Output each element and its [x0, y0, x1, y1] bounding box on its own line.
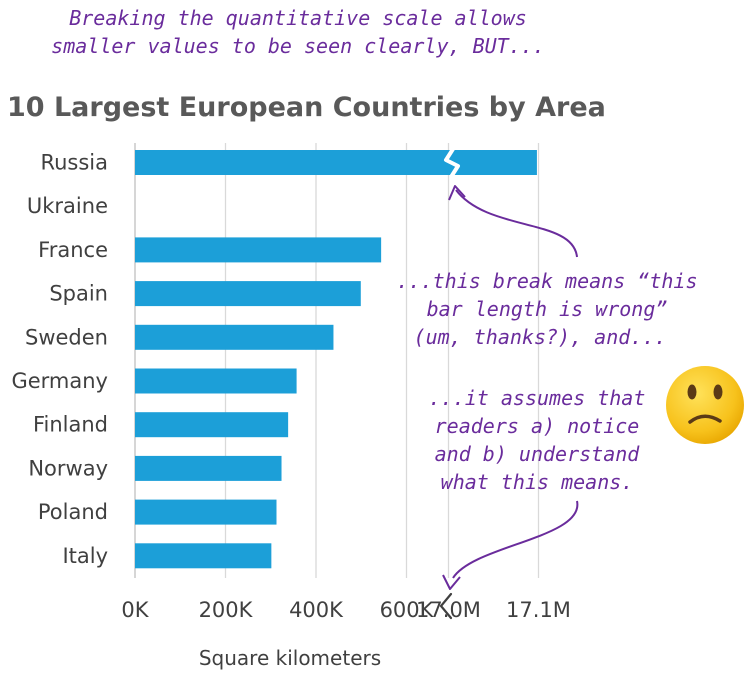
bar-italy [135, 543, 272, 569]
x-tick-label: 600K [380, 598, 435, 622]
break-annotation-line-3: (um, thanks?), and... [414, 325, 667, 349]
axis-break-mark [439, 592, 453, 620]
bar-germany [135, 368, 297, 394]
bar-spain [135, 281, 361, 307]
arrow-head-up [448, 185, 466, 201]
bar-poland [135, 499, 277, 525]
top-annotation-line-1: Breaking the quantitative scale allows [69, 6, 527, 30]
x-tick-label: 17.1M [506, 598, 571, 622]
x-tick-label: 17.0M [416, 598, 481, 622]
bar-finland [135, 412, 289, 438]
arrow-to-bar-break [455, 189, 578, 258]
arrow-to-axis-break [452, 500, 579, 579]
category-labels: Russia Ukraine France Spain Sweden Germany Fin… [11, 151, 108, 568]
category-label-norway: Norway [28, 456, 108, 480]
assume-annotation-line-3: and b) understand [435, 442, 641, 466]
x-axis-title: Square kilometers [199, 646, 381, 670]
chart-title: 10 Largest European Countries by Area [7, 92, 606, 123]
category-label-sweden: Sweden [25, 325, 108, 349]
category-label-spain: Spain [49, 282, 108, 306]
category-label-ukraine: Ukraine [27, 194, 108, 218]
x-tick-label: 200K [199, 598, 254, 622]
x-tick-label: 0K [121, 598, 149, 622]
break-annotation-line-1: ...this break means “this [396, 269, 697, 293]
category-label-germany: Germany [11, 369, 108, 393]
bar-france [135, 237, 382, 263]
assume-annotation-line-4: what this means. [441, 470, 634, 494]
category-label-finland: Finland [33, 413, 108, 437]
category-label-poland: Poland [38, 500, 108, 524]
x-tick-label: 400K [289, 598, 344, 622]
bar-sweden [135, 324, 334, 350]
arrow-head-down [442, 574, 461, 590]
bar-norway [135, 455, 282, 481]
category-label-russia: Russia [40, 151, 108, 175]
category-label-france: France [38, 238, 108, 262]
break-annotation-line-2: bar length is wrong” [427, 297, 668, 321]
bar-break-mark [444, 147, 460, 179]
confused-face-icon [666, 366, 744, 444]
top-annotation-line-2: smaller values to be seen clearly, BUT..… [51, 34, 545, 58]
bars [135, 150, 537, 569]
assume-annotation-line-1: ...it assumes that [429, 386, 646, 410]
bar-russia [135, 150, 537, 175]
assume-annotation-line-2: readers a) notice [435, 414, 640, 438]
category-label-italy: Italy [62, 544, 108, 568]
